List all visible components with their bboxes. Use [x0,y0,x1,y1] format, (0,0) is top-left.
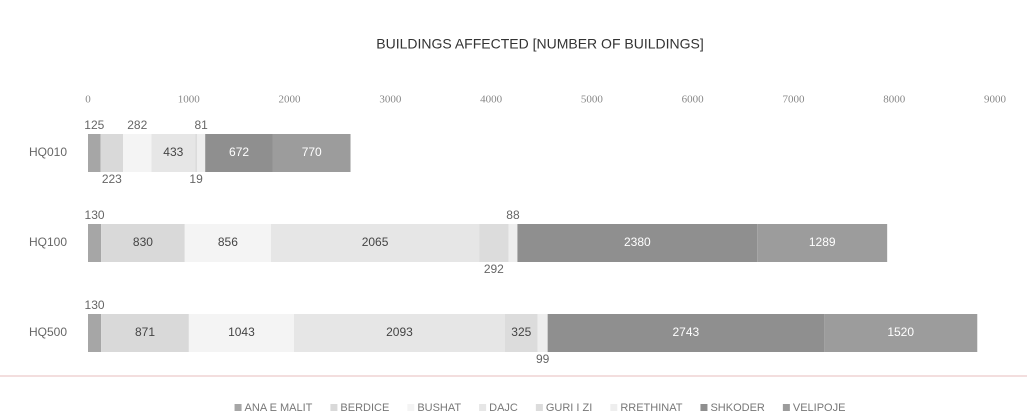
bar-segment [184,224,272,262]
y-tick-label: HQ100 [29,235,67,249]
bar-segment [517,224,758,262]
legend-swatch [782,404,790,411]
data-label: 88 [506,208,520,222]
x-tick-label: 7000 [782,94,805,106]
data-label: 1043 [228,325,255,339]
bar-segment [100,134,124,172]
data-label: 2380 [624,235,651,249]
bar-segment [272,134,351,172]
bar-segment [88,314,102,352]
data-label: 1520 [887,325,914,339]
data-label: 856 [218,235,238,249]
data-label: 130 [85,298,105,312]
legend-swatch [700,404,708,411]
bar-segment [479,224,509,262]
x-tick-label: 2000 [279,94,302,106]
x-tick-label: 4000 [480,94,503,106]
bar-segment [101,314,189,352]
bar-segment [537,314,548,352]
bar-segment [88,224,102,262]
legend-swatch [407,404,415,411]
x-tick-label: 1000 [178,94,201,106]
data-label: 125 [84,118,104,132]
legend-label: RRETHINAT [620,402,682,414]
x-tick-label: 6000 [682,94,705,106]
bar-segment [271,224,480,262]
bar-segment [123,134,152,172]
bar-segment [547,314,825,352]
bar-segment [504,314,538,352]
x-tick-label: 0 [85,94,91,106]
x-tick-label: 5000 [581,94,604,106]
data-label: 770 [302,145,322,159]
bar-segment [757,224,888,262]
legend-label: SHKODER [710,402,764,414]
legend-label: GURI I ZI [546,402,592,414]
legend-swatch [610,404,618,411]
x-tick-label: 9000 [984,94,1007,106]
data-label: 433 [163,145,183,159]
data-label: 19 [189,172,203,186]
data-label: 2065 [362,235,389,249]
bar-segment [88,134,101,172]
legend-label: BERDICE [340,402,389,414]
legend-label: ANA E MALIT [245,402,313,414]
bar-segment [293,314,505,352]
chart-title: BUILDINGS AFFECTED [NUMBER OF BUILDINGS] [376,36,704,52]
data-label: 2093 [386,325,413,339]
data-label: 282 [127,118,147,132]
legend-label: DAJC [489,402,518,414]
bar-segment [188,314,294,352]
data-label: 81 [194,118,208,132]
x-tick-label: 8000 [883,94,906,106]
y-tick-label: HQ010 [29,145,67,159]
data-label: 325 [511,325,531,339]
bar-segment [101,224,185,262]
bar-segment [151,134,196,172]
x-tick-label: 3000 [379,94,402,106]
bar-segment [508,224,518,262]
data-label: 223 [102,172,122,186]
legend-label: VELIPOJE [793,402,846,414]
y-tick-label: HQ500 [29,325,67,339]
legend-swatch [234,404,242,411]
data-label: 672 [229,145,249,159]
data-label: 130 [85,208,105,222]
data-label: 1289 [809,235,836,249]
bar-segment [824,314,978,352]
legend-swatch [479,404,487,411]
bar-segment [205,134,273,172]
data-label: 292 [484,262,504,276]
legend-swatch [330,404,338,411]
legend-label: BUSHAT [417,402,461,414]
data-label: 871 [135,325,155,339]
data-label: 830 [133,235,153,249]
data-label: 99 [536,352,550,366]
data-label: 2743 [673,325,700,339]
bar-segment [197,134,206,172]
bar-segment [195,134,198,172]
legend-swatch [535,404,543,411]
